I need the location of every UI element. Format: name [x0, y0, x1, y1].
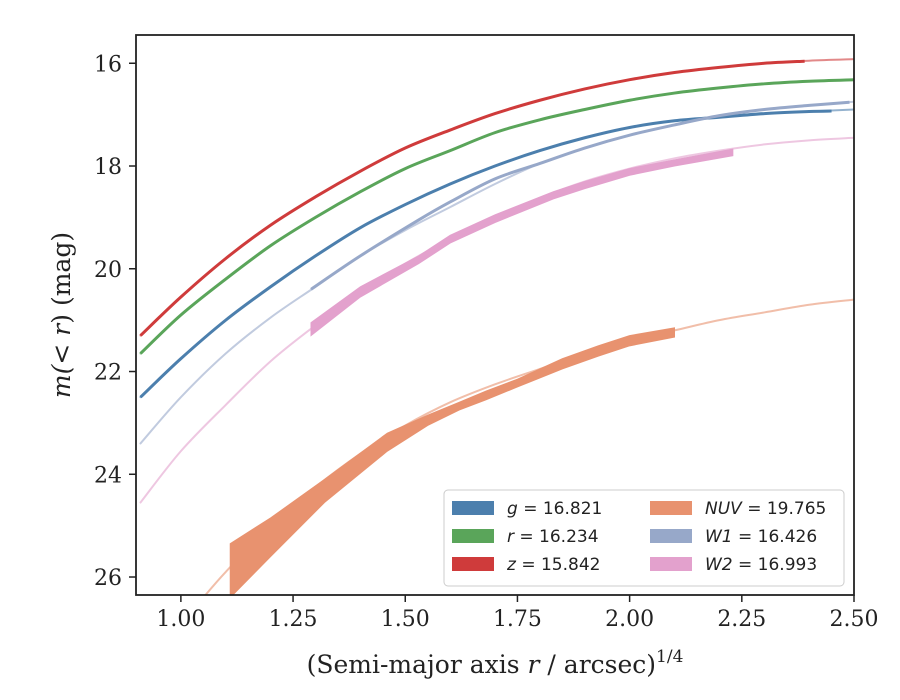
x-tick-label: 1.50: [381, 607, 430, 632]
legend-item-w2: W2 = 16.993: [650, 555, 817, 575]
x-axis-label: (Semi-major axis r / arcsec)1/4: [307, 647, 684, 679]
legend-label-w1: W1 = 16.426: [705, 527, 817, 547]
series-w2: [139, 136, 854, 504]
legend-swatch-z: [452, 557, 494, 571]
series-r: [139, 78, 854, 355]
series-layer: [139, 58, 854, 595]
y-axis: 16 18 20 22 24 26: [94, 52, 136, 591]
legend-swatch-r: [452, 529, 494, 543]
legend-label-g: g = 16.821: [507, 499, 602, 519]
legend-item-nuv: NUV = 19.765: [650, 499, 826, 519]
legend-item-r: r = 16.234: [452, 527, 599, 547]
series-z: [139, 58, 854, 337]
legend-item-w1: W1 = 16.426: [650, 527, 817, 547]
legend-label-r: r = 16.234: [507, 527, 599, 547]
legend-label-w2: W2 = 16.993: [705, 555, 817, 575]
series-r-measured-line: [139, 78, 854, 355]
series-w2-extrapolated-line: [139, 136, 854, 504]
x-tick-label: 1.75: [493, 607, 542, 632]
x-tick-label: 2.50: [830, 607, 879, 632]
legend-box: [443, 489, 845, 587]
x-tick-label: 1.00: [156, 607, 205, 632]
series-g-extrapolated-line: [139, 108, 854, 399]
x-axis: 1.00 1.25 1.50 1.75 2.00 2.25 2.50: [156, 595, 878, 632]
y-tick-label: 26: [94, 566, 122, 591]
y-tick-label: 16: [94, 52, 122, 77]
legend-label-z: z = 15.842: [506, 555, 600, 575]
plot-frame: [135, 34, 855, 596]
legend-swatch-w1: [650, 529, 692, 543]
series-w1: [139, 100, 854, 445]
y-tick-label: 18: [94, 155, 122, 180]
legend-swatch-g: [452, 501, 494, 515]
y-axis-label: m(< r) (mag): [47, 232, 76, 398]
legend-item-g: g = 16.821: [452, 499, 602, 519]
y-tick-label: 22: [94, 361, 122, 386]
y-tick-label: 20: [94, 258, 122, 283]
series-z-measured-line: [139, 59, 805, 337]
series-g-measured-line: [139, 109, 832, 399]
series-nuv: [204, 298, 854, 595]
y-tick-label: 24: [94, 463, 122, 488]
legend-item-z: z = 15.842: [452, 555, 600, 575]
series-w2-measured-band: [310, 148, 734, 337]
x-tick-label: 2.25: [717, 607, 766, 632]
x-tick-label: 1.25: [269, 607, 318, 632]
series-z-extrapolated-line: [139, 58, 854, 337]
legend-label-nuv: NUV = 19.765: [705, 499, 826, 519]
series-g: [139, 108, 854, 399]
series-w1-measured-line: [310, 100, 850, 291]
legend-swatch-w2: [650, 557, 692, 571]
legend: g = 16.821 r = 16.234 z = 15.842 NUV = 19.7…: [443, 489, 845, 587]
x-tick-label: 2.00: [605, 607, 654, 632]
legend-swatch-nuv: [650, 501, 692, 515]
series-nuv-measured-band: [229, 327, 675, 595]
